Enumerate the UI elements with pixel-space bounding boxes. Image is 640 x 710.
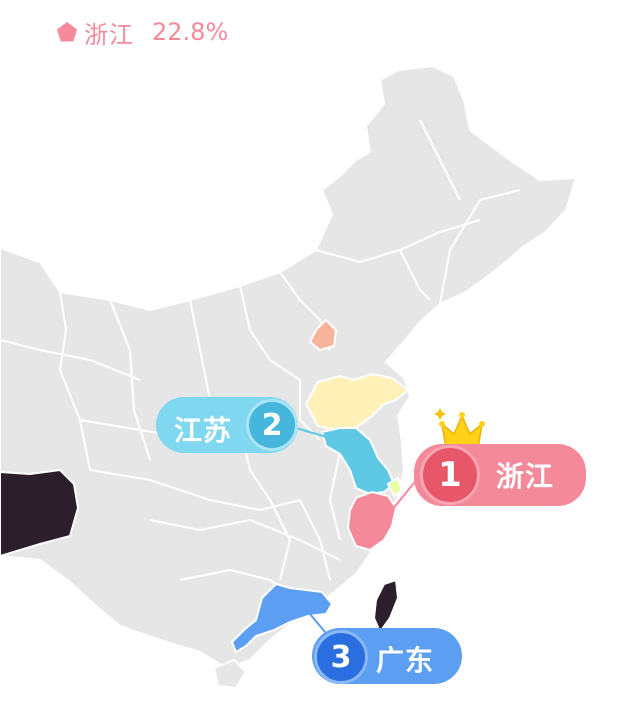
china-landmass — [0, 64, 578, 670]
rank-3-badge[interactable]: 3 广东 — [312, 628, 462, 684]
leader-line-zhejiang — [391, 477, 419, 511]
rank-2-badge[interactable]: 江苏 2 — [156, 397, 298, 453]
tibet-region — [0, 468, 80, 558]
rank-3-province: 广东 — [376, 644, 435, 677]
rank-1-number: 1 — [420, 445, 480, 505]
rank-1-badge[interactable]: 1 浙江 — [414, 444, 586, 506]
rank-3-number: 3 — [314, 630, 368, 684]
leader-line-jiangsu — [295, 427, 331, 439]
pentagon-icon — [57, 22, 77, 42]
taiwan-region — [372, 578, 400, 635]
guangdong-region — [230, 582, 334, 654]
zhejiang-region — [346, 490, 398, 552]
rank-2-number: 2 — [246, 399, 298, 451]
shanghai-region — [386, 476, 404, 498]
hainan-island — [212, 658, 248, 690]
legend-value: 22.8% — [152, 18, 229, 46]
rank-2-province: 江苏 — [174, 414, 233, 447]
legend-province: 浙江 — [84, 20, 134, 49]
rank-1-province: 浙江 — [496, 460, 555, 493]
beijing-region — [308, 318, 338, 352]
legend: 浙江 22.8% — [56, 16, 229, 49]
